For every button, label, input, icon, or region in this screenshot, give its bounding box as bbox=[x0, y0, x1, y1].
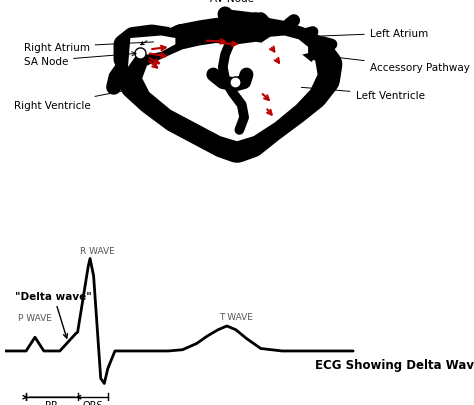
Text: Left Atrium: Left Atrium bbox=[304, 29, 428, 39]
Text: Right Atrium: Right Atrium bbox=[24, 43, 154, 53]
Text: Right Ventricle: Right Ventricle bbox=[14, 88, 139, 111]
Text: "Delta wave": "Delta wave" bbox=[15, 291, 92, 338]
Text: T WAVE: T WAVE bbox=[219, 312, 253, 321]
Polygon shape bbox=[261, 36, 308, 58]
Text: ECG Showing Delta Wave: ECG Showing Delta Wave bbox=[315, 358, 474, 371]
Polygon shape bbox=[128, 36, 175, 68]
Text: R WAVE: R WAVE bbox=[80, 246, 115, 255]
Text: Accessory Pathway: Accessory Pathway bbox=[313, 55, 470, 73]
Text: PR: PR bbox=[46, 400, 58, 405]
Text: QRS: QRS bbox=[82, 400, 103, 405]
Text: SA Node: SA Node bbox=[24, 53, 136, 66]
Text: Left Ventricle: Left Ventricle bbox=[301, 88, 425, 100]
Text: AV Node: AV Node bbox=[210, 0, 254, 14]
Polygon shape bbox=[142, 43, 318, 142]
Text: P WAVE: P WAVE bbox=[18, 313, 52, 322]
